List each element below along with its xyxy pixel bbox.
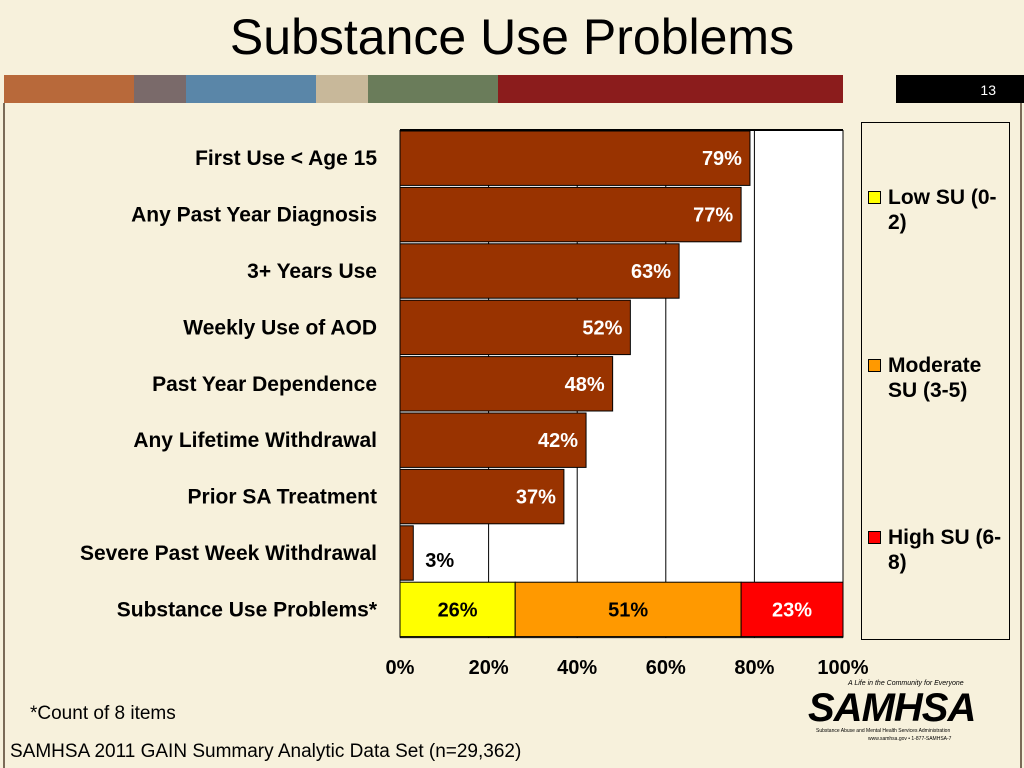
category-label: First Use < Age 15 xyxy=(195,147,377,170)
color-strip-segment xyxy=(316,75,368,103)
logo-url: www.samhsa.gov • 1-877-SAMHSA-7 xyxy=(868,736,952,742)
source-note: SAMHSA 2011 GAIN Summary Analytic Data S… xyxy=(10,741,522,762)
bar xyxy=(399,299,631,356)
bar xyxy=(399,356,614,412)
data-label: 77% xyxy=(693,205,733,227)
data-label: 23% xyxy=(772,599,812,621)
category-label: Substance Use Problems* xyxy=(117,598,378,621)
data-label: 26% xyxy=(438,599,478,621)
color-strip xyxy=(4,75,896,103)
footnote: *Count of 8 items xyxy=(30,703,176,724)
color-strip-segment xyxy=(498,75,843,103)
bar xyxy=(399,243,680,299)
samhsa-logo: A Life in the Community for Everyone SAM… xyxy=(808,680,978,744)
category-label: Any Past Year Diagnosis xyxy=(131,204,377,227)
data-label: 63% xyxy=(631,261,671,283)
data-label: 79% xyxy=(702,148,742,170)
data-label: 52% xyxy=(582,317,622,339)
title-bar: Substance Use Problems xyxy=(0,0,1024,75)
chart-legend: Low SU (0-2) Moderate SU (3-5) High SU (6-… xyxy=(861,122,1010,640)
color-strip-segment xyxy=(4,75,134,103)
frame-left-border xyxy=(3,103,5,768)
x-tick-label: 20% xyxy=(469,657,509,679)
page-number-box: 13 xyxy=(896,75,1024,103)
color-strip-segment xyxy=(368,75,498,103)
x-tick-label: 100% xyxy=(817,657,868,679)
stacked-segment xyxy=(740,581,844,638)
color-strip-segment xyxy=(186,75,316,103)
legend-label: Moderate SU (3-5) xyxy=(888,354,982,402)
legend-swatch xyxy=(868,531,881,544)
category-label: 3+ Years Use xyxy=(247,260,377,283)
legend-swatch xyxy=(868,359,881,372)
logo-subtitle: Substance Abuse and Mental Health Servic… xyxy=(816,728,951,734)
bar xyxy=(399,412,587,468)
data-label: 37% xyxy=(516,487,556,509)
logo-tagline: A Life in the Community for Everyone xyxy=(848,680,964,687)
x-tick-label: 60% xyxy=(646,657,686,679)
data-label: 51% xyxy=(608,599,648,621)
page-number: 13 xyxy=(980,82,996,98)
category-label: Prior SA Treatment xyxy=(188,486,377,509)
stacked-segment xyxy=(514,581,742,638)
category-label: Weekly Use of AOD xyxy=(183,316,377,339)
frame-right-border xyxy=(1020,103,1022,768)
logo-wordmark: SAMHSA xyxy=(808,686,976,730)
x-tick-label: 40% xyxy=(557,657,597,679)
x-tick-label: 80% xyxy=(734,657,774,679)
legend-label: Low SU (0-2) xyxy=(888,186,997,234)
bar xyxy=(399,186,742,243)
data-label: 48% xyxy=(565,374,605,396)
legend-label: High SU (6-8) xyxy=(888,526,1002,574)
color-strip-segment xyxy=(134,75,186,103)
data-label: 42% xyxy=(538,430,578,452)
category-label: Past Year Dependence xyxy=(152,373,377,396)
bar xyxy=(399,130,751,186)
stacked-segment xyxy=(399,581,516,638)
bar xyxy=(399,468,565,525)
data-label: 3% xyxy=(425,550,454,572)
color-strip-segment xyxy=(843,75,896,103)
category-label: Severe Past Week Withdrawal xyxy=(80,542,377,565)
bar xyxy=(399,525,414,581)
slide-title: Substance Use Problems xyxy=(229,9,795,65)
x-tick-label: 0% xyxy=(386,657,415,679)
legend-swatch xyxy=(868,191,881,204)
category-label: Any Lifetime Withdrawal xyxy=(133,429,377,452)
